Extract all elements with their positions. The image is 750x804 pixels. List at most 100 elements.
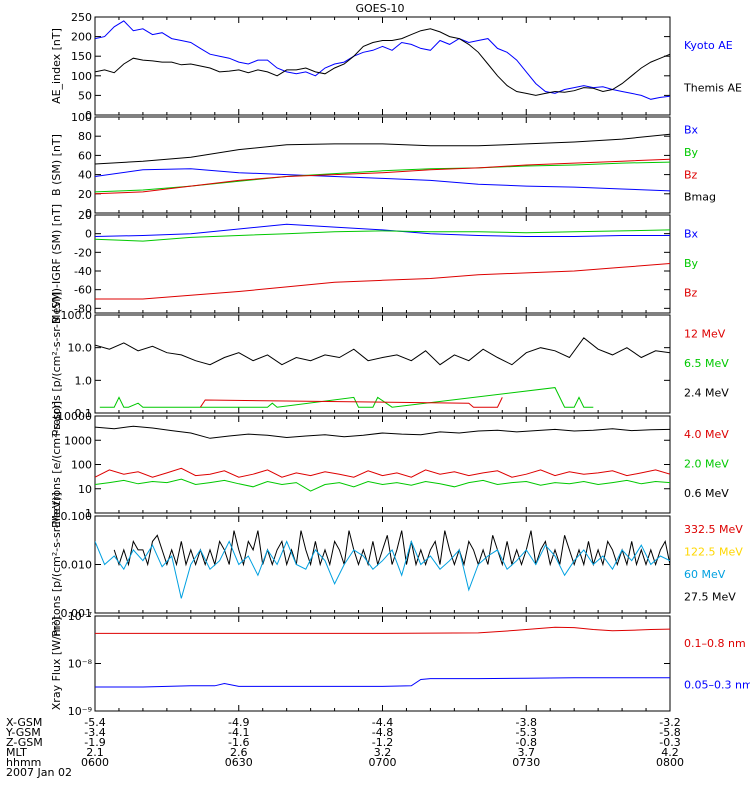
series-line-4-0-mev — [95, 467, 670, 478]
y-tick-label: 0.010 — [61, 559, 93, 572]
legend-entry: Kyoto AE — [684, 39, 733, 52]
ephemeris-value: -4.4 — [372, 716, 393, 729]
ephemeris-value: -3.2 — [659, 716, 680, 729]
panel-frame — [94, 16, 671, 116]
ephemeris-value: 2.6 — [230, 746, 248, 759]
ephemeris-row-label: MLT — [6, 746, 27, 759]
y-tick-label: 60 — [78, 149, 92, 162]
series-line-0-6-mev — [95, 425, 670, 439]
ephemeris-value: 3.7 — [518, 746, 536, 759]
plot-title: GOES-10 — [355, 2, 404, 15]
series-line-bz — [95, 158, 670, 195]
y-tick-label: 100 — [71, 111, 92, 124]
y-tick-label: 0 — [85, 109, 92, 122]
ephemeris-row-label: Y-GSM — [5, 726, 41, 739]
y-tick-label: -60 — [74, 284, 92, 297]
series-line-bz — [95, 263, 670, 300]
legend-entry: Bz — [684, 168, 698, 181]
ephemeris-value: -1.9 — [84, 736, 105, 749]
ephemeris-value: -3.4 — [84, 726, 105, 739]
ephemeris-value: -4.8 — [372, 726, 393, 739]
ephemeris-value: -1.2 — [372, 736, 393, 749]
y-tick-label: 10⁻⁷ — [68, 610, 92, 623]
series-line-bmag — [95, 133, 670, 165]
series-line-0-1-0-8-nm — [95, 626, 670, 634]
y-tick-label: 50 — [78, 89, 92, 102]
y-tick-label: 1 — [85, 507, 92, 520]
ephemeris-value: -4.1 — [228, 726, 249, 739]
legend-entry: Bx — [684, 124, 699, 137]
ephemeris-row-label: X-GSM — [6, 716, 42, 729]
panel-frame — [94, 615, 671, 712]
y-tick-label: -80 — [74, 302, 92, 315]
y-tick-label: 10000 — [57, 410, 92, 423]
ephemeris-row-label: Z-GSM — [6, 736, 43, 749]
legend-entry: 2.0 MeV — [684, 457, 729, 470]
ephemeris-value: -4.9 — [228, 716, 249, 729]
legend-entry: Bmag — [684, 191, 716, 204]
ephemeris-value: 0630 — [225, 756, 253, 769]
legend-entry: 0.6 MeV — [684, 487, 729, 500]
y-tick-label: 80 — [78, 130, 92, 143]
series-line-6-5-mev — [99, 387, 594, 408]
ephemeris-value: 0700 — [369, 756, 397, 769]
y-tick-label: 100 — [71, 459, 92, 472]
y-axis-label: Electrons [e/(cm²-s-sr)] — [50, 401, 63, 528]
ephemeris-value: 0730 — [512, 756, 540, 769]
ephemeris-value: 2.1 — [86, 746, 104, 759]
y-axis-label: B (SM) [nT] — [50, 134, 63, 196]
series-line-2-0-mev — [95, 478, 670, 492]
y-tick-label: 0 — [85, 207, 92, 220]
series-line-12-mev — [199, 397, 503, 408]
ephemeris-value: 0600 — [81, 756, 109, 769]
y-tick-label: 10⁻⁹ — [68, 705, 92, 718]
date-label: 2007 Jan 02 — [6, 766, 72, 779]
legend-entry: 6.5 MeV — [684, 357, 729, 370]
series-line-27-5-mev — [113, 530, 670, 567]
ephemeris-value: -1.6 — [228, 736, 249, 749]
legend-entry: 4.0 MeV — [684, 428, 729, 441]
y-axis-label: Protons [p/(cm²-s-sr-MeV)] — [50, 492, 63, 637]
series-line-kyoto-ae — [95, 20, 670, 100]
legend-entry: 27.5 MeV — [684, 591, 736, 604]
panel-7: 10⁻⁹ 10⁻⁸ 10⁻⁷ Xray Flux [W/m²] 0.1–0.8 nm 0.… — [50, 610, 750, 718]
ephemeris-value: 3.2 — [374, 746, 392, 759]
series-line-themis-ae — [95, 28, 670, 96]
legend-entry: Bx — [684, 227, 699, 240]
series-line-bx — [95, 168, 670, 192]
ephemeris-value: 4.2 — [661, 746, 679, 759]
y-tick-label: 100 — [71, 70, 92, 83]
panel-frame — [94, 314, 671, 414]
y-tick-label: 0.100 — [61, 510, 93, 523]
y-tick-label: 10 — [78, 483, 92, 496]
y-tick-label: -20 — [74, 246, 92, 259]
legend-entry: 2.4 MeV — [684, 387, 729, 400]
series-line-by — [95, 229, 670, 242]
y-tick-label: 0.1 — [75, 407, 93, 420]
ephemeris-value: -0.3 — [659, 736, 680, 749]
legend-entry: 12 MeV — [684, 327, 726, 340]
y-tick-label: 20 — [78, 188, 92, 201]
ephemeris-value: -5.4 — [84, 716, 105, 729]
y-tick-label: 10.0 — [68, 342, 93, 355]
ephemeris-value: -3.8 — [516, 716, 537, 729]
y-tick-label: 10⁻⁸ — [68, 658, 93, 671]
legend-entry: 0.05–0.3 nm — [684, 678, 750, 691]
y-tick-label: 20 — [78, 209, 92, 222]
legend-entry: By — [684, 257, 699, 270]
legend-entry: 332.5 MeV — [684, 523, 743, 536]
series-line-0-05-0-3-nm — [95, 677, 670, 688]
y-axis-label: Protons [p/(cm²-s-sr-MeV)] — [50, 292, 63, 437]
y-tick-label: 150 — [71, 50, 92, 63]
ephemeris-value: -5.8 — [659, 726, 680, 739]
y-tick-label: 1.0 — [75, 374, 93, 387]
y-tick-label: 0.001 — [61, 607, 93, 620]
series-line-60-mev — [95, 539, 670, 599]
series-line-2-4-mev — [95, 337, 670, 366]
legend-entry: 60 MeV — [684, 568, 726, 581]
